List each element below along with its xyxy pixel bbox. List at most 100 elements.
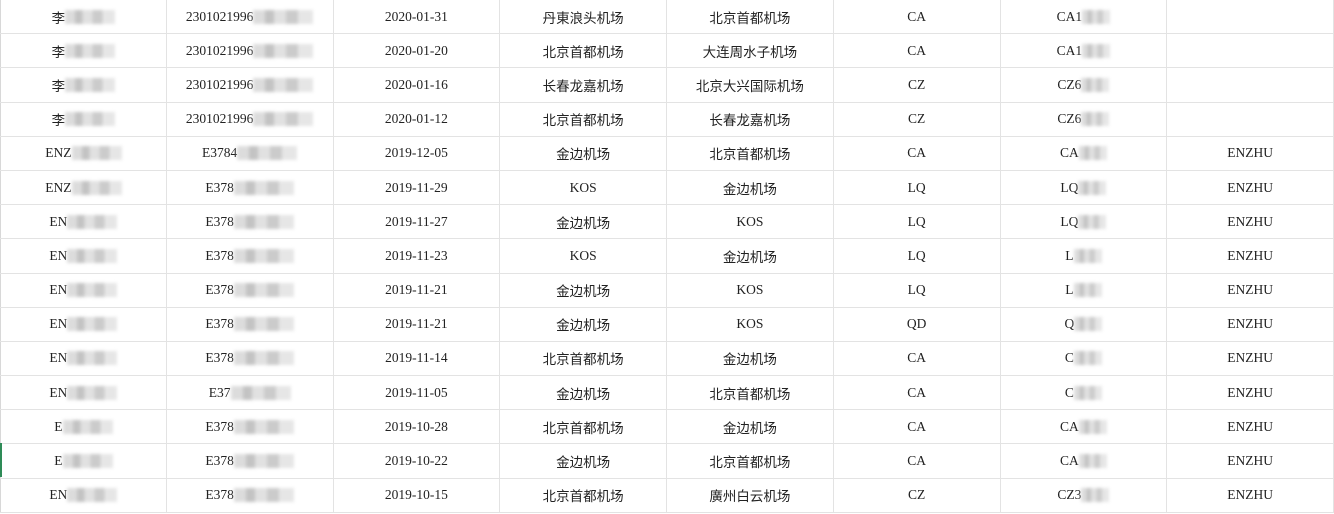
table-cell[interactable]: ENZHU: [1167, 341, 1334, 376]
table-cell[interactable]: 李: [0, 68, 167, 102]
table-cell[interactable]: E378: [167, 410, 334, 444]
table-cell[interactable]: L: [1001, 239, 1168, 273]
table-cell[interactable]: CZ: [834, 102, 1001, 136]
table-cell[interactable]: EN: [0, 273, 167, 307]
table-cell[interactable]: E378: [167, 273, 334, 307]
table-cell[interactable]: CZ6: [1001, 68, 1168, 102]
table-cell[interactable]: [1167, 34, 1334, 68]
table-cell[interactable]: EN: [0, 478, 167, 512]
table-cell[interactable]: 2019-11-14: [334, 341, 501, 376]
table-cell[interactable]: 北京首都机场: [667, 136, 834, 170]
table-cell[interactable]: CZ3: [1001, 478, 1168, 512]
table-cell[interactable]: CA: [834, 376, 1001, 410]
table-cell[interactable]: Q: [1001, 307, 1168, 341]
table-cell[interactable]: E3784: [167, 136, 334, 170]
table-cell[interactable]: 长春龙嘉机场: [667, 102, 834, 136]
table-cell[interactable]: ENZHU: [1167, 205, 1334, 239]
table-cell[interactable]: KOS: [667, 205, 834, 239]
table-cell[interactable]: 北京首都机场: [500, 410, 667, 444]
table-cell[interactable]: 2301021996: [167, 102, 334, 136]
table-cell[interactable]: 金边机场: [500, 136, 667, 170]
table-cell[interactable]: 2301021996: [167, 68, 334, 102]
table-cell[interactable]: 北京首都机场: [667, 376, 834, 410]
table-cell[interactable]: 金边机场: [500, 444, 667, 478]
table-cell[interactable]: EN: [0, 376, 167, 410]
table-cell[interactable]: CA1: [1001, 34, 1168, 68]
table-cell[interactable]: 金边机场: [500, 376, 667, 410]
table-cell[interactable]: CA: [834, 34, 1001, 68]
table-cell[interactable]: QD: [834, 307, 1001, 341]
table-cell[interactable]: CA: [1001, 444, 1168, 478]
table-cell[interactable]: 2301021996: [167, 0, 334, 34]
table-cell[interactable]: KOS: [500, 239, 667, 273]
table-cell[interactable]: 2019-11-27: [334, 205, 501, 239]
table-cell[interactable]: 金边机场: [667, 170, 834, 205]
table-cell[interactable]: ENZHU: [1167, 478, 1334, 512]
table-cell[interactable]: LQ: [1001, 170, 1168, 205]
table-cell[interactable]: 北京首都机场: [500, 34, 667, 68]
table-cell[interactable]: CZ: [834, 68, 1001, 102]
table-cell[interactable]: C: [1001, 341, 1168, 376]
table-cell[interactable]: LQ: [834, 273, 1001, 307]
table-cell[interactable]: ENZHU: [1167, 273, 1334, 307]
table-cell[interactable]: EN: [0, 307, 167, 341]
table-cell[interactable]: 2020-01-12: [334, 102, 501, 136]
table-cell[interactable]: 北京首都机场: [500, 478, 667, 512]
table-cell[interactable]: CZ: [834, 478, 1001, 512]
table-cell[interactable]: 李: [0, 102, 167, 136]
table-cell[interactable]: 大连周水子机场: [667, 34, 834, 68]
table-cell[interactable]: 2019-10-15: [334, 478, 501, 512]
table-cell[interactable]: 北京首都机场: [667, 0, 834, 34]
table-cell[interactable]: CA: [834, 0, 1001, 34]
table-cell[interactable]: 2019-11-23: [334, 239, 501, 273]
table-cell[interactable]: KOS: [667, 273, 834, 307]
table-cell[interactable]: E378: [167, 341, 334, 376]
table-cell[interactable]: CA: [1001, 136, 1168, 170]
table-cell[interactable]: CA: [1001, 410, 1168, 444]
table-cell[interactable]: C: [1001, 376, 1168, 410]
table-cell[interactable]: 2019-12-05: [334, 136, 501, 170]
table-cell[interactable]: [1167, 102, 1334, 136]
table-cell[interactable]: 廣州白云机场: [667, 478, 834, 512]
table-cell[interactable]: 李: [0, 34, 167, 68]
table-cell[interactable]: 2020-01-16: [334, 68, 501, 102]
table-cell[interactable]: 2020-01-31: [334, 0, 501, 34]
table-cell[interactable]: 北京首都机场: [500, 102, 667, 136]
table-cell[interactable]: 北京大兴国际机场: [667, 68, 834, 102]
table-cell[interactable]: 金边机场: [667, 239, 834, 273]
table-cell[interactable]: E37: [167, 376, 334, 410]
table-cell[interactable]: 金边机场: [667, 341, 834, 376]
table-cell[interactable]: 2019-11-21: [334, 273, 501, 307]
table-cell[interactable]: 2019-11-21: [334, 307, 501, 341]
table-cell[interactable]: 李: [0, 0, 167, 34]
table-cell[interactable]: CA: [834, 444, 1001, 478]
table-cell[interactable]: E378: [167, 205, 334, 239]
table-cell[interactable]: 丹東浪头机场: [500, 0, 667, 34]
table-cell[interactable]: LQ: [1001, 205, 1168, 239]
table-cell[interactable]: 2019-11-29: [334, 170, 501, 205]
table-cell[interactable]: LQ: [834, 170, 1001, 205]
table-cell[interactable]: CA1: [1001, 0, 1168, 34]
table-cell[interactable]: 金边机场: [667, 410, 834, 444]
table-cell[interactable]: KOS: [667, 307, 834, 341]
table-cell[interactable]: E378: [167, 478, 334, 512]
table-cell[interactable]: ENZHU: [1167, 307, 1334, 341]
table-cell[interactable]: 2019-10-28: [334, 410, 501, 444]
table-cell[interactable]: 金边机场: [500, 273, 667, 307]
table-cell[interactable]: LQ: [834, 239, 1001, 273]
table-cell[interactable]: ENZHU: [1167, 376, 1334, 410]
table-cell[interactable]: 2301021996: [167, 34, 334, 68]
table-cell[interactable]: ENZHU: [1167, 239, 1334, 273]
table-cell[interactable]: 2020-01-20: [334, 34, 501, 68]
table-cell[interactable]: E378: [167, 170, 334, 205]
table-cell[interactable]: 北京首都机场: [500, 341, 667, 376]
table-cell[interactable]: 2019-11-05: [334, 376, 501, 410]
table-cell[interactable]: ENZHU: [1167, 444, 1334, 478]
table-cell[interactable]: E: [0, 410, 167, 444]
table-cell[interactable]: LQ: [834, 205, 1001, 239]
table-cell[interactable]: KOS: [500, 170, 667, 205]
table-cell[interactable]: L: [1001, 273, 1168, 307]
table-cell[interactable]: 长春龙嘉机场: [500, 68, 667, 102]
table-cell[interactable]: CA: [834, 410, 1001, 444]
table-cell[interactable]: 金边机场: [500, 307, 667, 341]
